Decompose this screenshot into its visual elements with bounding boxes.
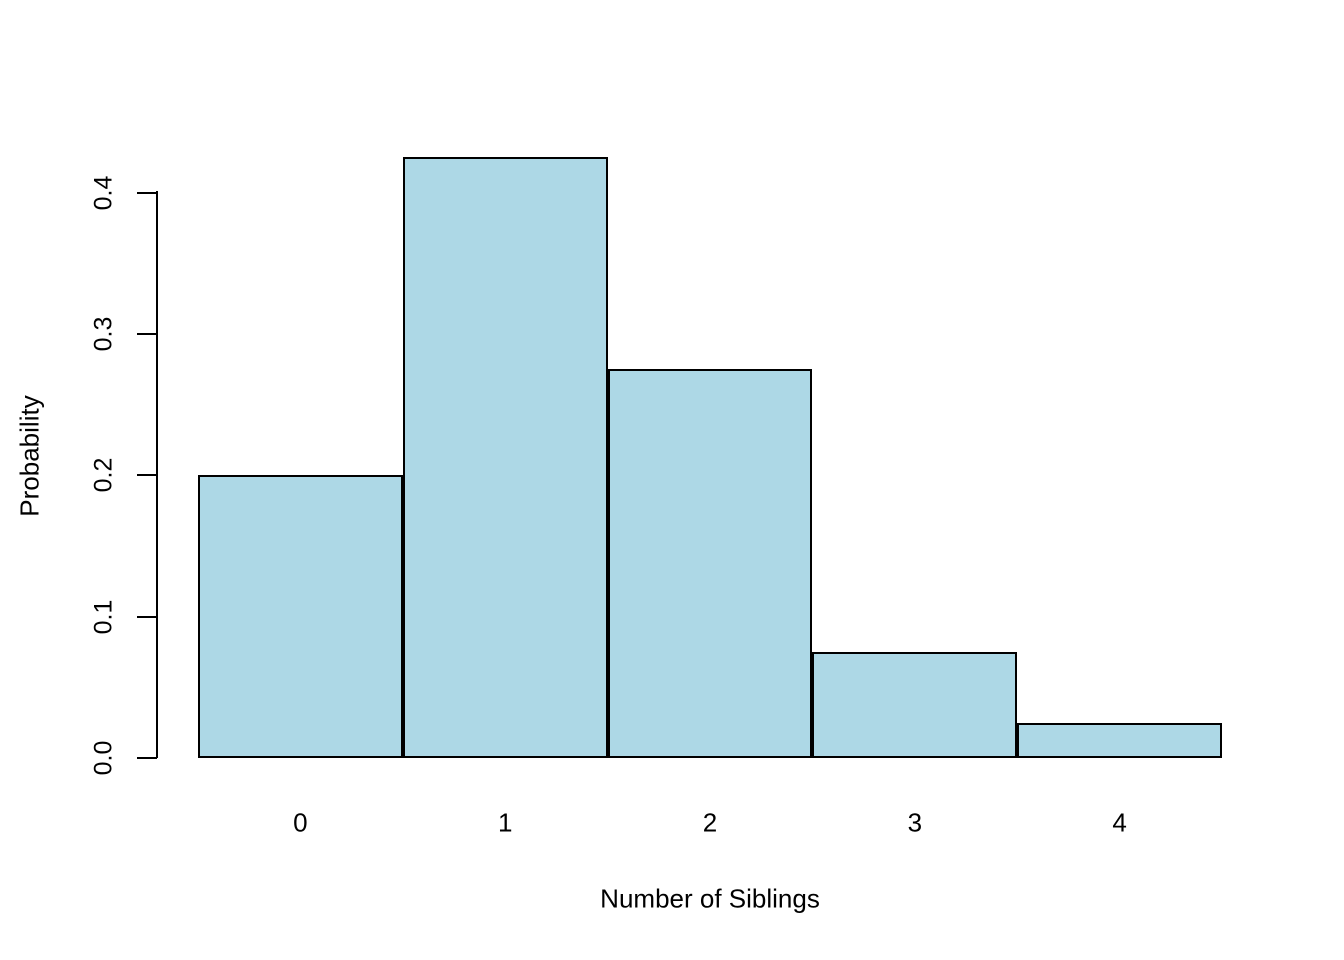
histogram-bar-2: [608, 369, 812, 758]
y-axis-tick-label: 0.3: [89, 316, 118, 352]
y-axis-line: [156, 191, 158, 758]
x-axis-tick-label: 2: [702, 807, 718, 838]
y-axis-tick-label: 0.2: [89, 457, 118, 493]
x-axis-tick-label: 3: [907, 807, 923, 838]
y-axis-tick-label: 0.4: [89, 175, 118, 210]
y-axis-tick: [137, 757, 157, 759]
y-axis-tick-label: 0.0: [89, 740, 118, 776]
y-axis-title: Probability: [14, 395, 45, 517]
y-axis-tick: [137, 474, 157, 477]
y-axis-tick: [137, 191, 157, 194]
x-axis-tick-label: 1: [497, 807, 513, 838]
histogram-bar-1: [403, 157, 608, 758]
histogram-bar-0: [198, 475, 403, 758]
y-axis-tick-label: 0.1: [89, 599, 118, 635]
x-axis-tick-label: 0: [293, 807, 308, 838]
y-axis-tick: [137, 332, 157, 335]
x-axis-title: Number of Siblings: [600, 883, 820, 914]
histogram-bar-4: [1017, 723, 1222, 758]
x-axis-tick-label: 4: [1112, 807, 1127, 838]
histogram-bar-3: [812, 652, 1017, 758]
y-axis-tick: [137, 615, 157, 618]
